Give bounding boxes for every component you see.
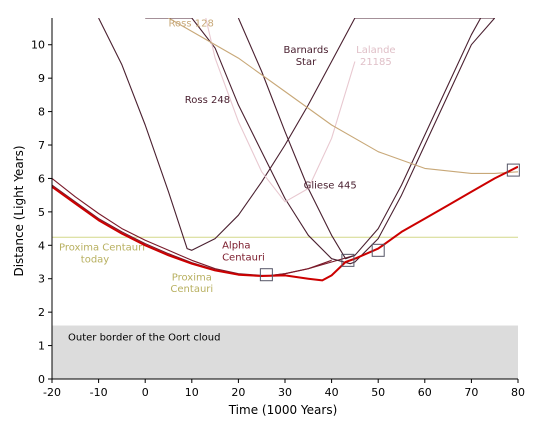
y-tick-label: 5 xyxy=(38,206,45,219)
y-tick-label: 3 xyxy=(38,273,45,286)
x-tick-label: -20 xyxy=(43,386,61,399)
series-label: Ross 248 xyxy=(185,95,230,106)
series-label: Barnards xyxy=(284,45,329,56)
series-label: Ross 128 xyxy=(169,18,214,29)
oort-cloud-region: Outer border of the Oort cloud xyxy=(52,325,518,379)
x-tick-label: 50 xyxy=(371,386,385,399)
x-tick-label: 80 xyxy=(511,386,525,399)
series-label: Centauri xyxy=(222,252,265,263)
y-tick-label: 8 xyxy=(38,106,45,119)
series-ross-248 xyxy=(98,18,495,251)
series-label: Proxima xyxy=(172,272,212,283)
series-gliese-445 xyxy=(145,18,496,265)
transition-marker xyxy=(506,163,520,177)
y-tick-label: 9 xyxy=(38,72,45,85)
proxima-today-label-1: Proxima Centauri xyxy=(59,242,145,253)
transition-marker xyxy=(341,253,355,267)
x-axis-label: Time (1000 Years) xyxy=(228,403,338,417)
x-tick-label: 30 xyxy=(278,386,292,399)
oort-cloud-label: Outer border of the Oort cloud xyxy=(68,333,220,344)
series-label: Gliese 445 xyxy=(304,180,357,191)
series-label: Centauri xyxy=(170,284,213,295)
series-label: 21185 xyxy=(360,57,392,68)
series-label: Star xyxy=(296,57,317,68)
y-tick-label: 6 xyxy=(38,172,45,185)
axes: -20 -10 0 10 20 30 40 50 60 70 80 0 1 2 3 4 5 6 7 8 9 10 xyxy=(31,18,525,399)
y-tick-label: 2 xyxy=(38,306,45,319)
series-lalande-21185 xyxy=(205,18,356,203)
series-layer xyxy=(52,18,518,282)
y-tick-label: 0 xyxy=(38,373,45,386)
y-axis-label: Distance (Light Years) xyxy=(12,145,26,276)
marker-layer xyxy=(259,163,520,282)
x-tick-label: 0 xyxy=(142,386,149,399)
transition-marker xyxy=(259,268,273,282)
series-label: Lalande xyxy=(356,45,395,56)
transition-marker xyxy=(371,243,385,257)
x-tick-label: 70 xyxy=(464,386,478,399)
x-tick-label: 20 xyxy=(231,386,245,399)
x-tick-label: 10 xyxy=(185,386,199,399)
x-tick-label: 40 xyxy=(325,386,339,399)
y-tick-label: 7 xyxy=(38,139,45,152)
series-label: Alpha xyxy=(222,241,250,252)
y-tick-label: 4 xyxy=(38,239,45,252)
proxima-today-label-2: today xyxy=(81,254,110,265)
y-tick-label: 1 xyxy=(38,340,45,353)
y-tick-label: 10 xyxy=(31,39,45,52)
oort-cloud-band xyxy=(52,325,518,379)
x-tick-label: -10 xyxy=(90,386,108,399)
series-barnards-star xyxy=(237,18,482,260)
x-tick-label: 60 xyxy=(418,386,432,399)
series-ross-128 xyxy=(168,18,518,174)
series-closest-star xyxy=(52,165,518,282)
